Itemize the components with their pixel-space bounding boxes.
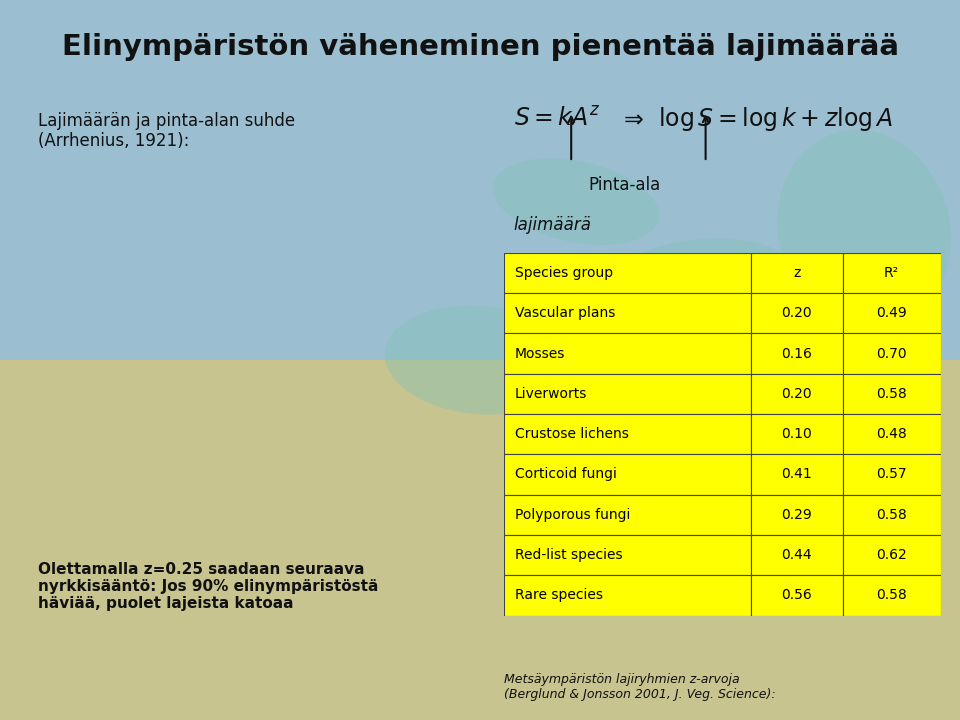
Point <box>388 223 403 235</box>
Text: lajimäärä: lajimäärä <box>514 216 591 234</box>
Bar <box>843 575 941 616</box>
Text: 0.41: 0.41 <box>781 467 812 482</box>
Bar <box>843 454 941 495</box>
Bar <box>751 253 843 293</box>
Bar <box>843 333 941 374</box>
Bar <box>843 495 941 535</box>
Text: 0.20: 0.20 <box>781 387 812 401</box>
Bar <box>504 333 751 374</box>
Text: Olettamalla z=0.25 saadaan seuraava
nyrkkisääntö: Jos 90% elinympäristöstä
häviä: Olettamalla z=0.25 saadaan seuraava nyrk… <box>38 562 379 611</box>
Text: 0.20: 0.20 <box>781 306 812 320</box>
Text: Red-list species: Red-list species <box>515 548 622 562</box>
Text: z: z <box>793 266 801 280</box>
Point <box>224 281 239 292</box>
Bar <box>843 253 941 293</box>
Point <box>204 326 219 338</box>
Point <box>274 258 289 269</box>
Text: $\log S = \log k + z\log A$: $\log S = \log k + z\log A$ <box>658 105 893 132</box>
Y-axis label: Log S: Log S <box>19 305 37 354</box>
Bar <box>843 535 941 575</box>
Text: Metsäympäristön lajiryhmien z-arvoja
(Berglund & Jonsson 2001, J. Veg. Science):: Metsäympäristön lajiryhmien z-arvoja (Be… <box>504 673 776 701</box>
Point <box>422 189 438 200</box>
Text: 0.48: 0.48 <box>876 427 907 441</box>
Text: $\Rightarrow$: $\Rightarrow$ <box>619 107 644 131</box>
Bar <box>0 360 960 720</box>
Bar <box>843 414 941 454</box>
Text: R²: R² <box>884 266 900 280</box>
Text: 0.10: 0.10 <box>781 427 812 441</box>
Text: 0.29: 0.29 <box>781 508 812 522</box>
Text: Pinta-ala: Pinta-ala <box>588 176 660 194</box>
Point <box>114 338 130 349</box>
Point <box>319 258 334 269</box>
Text: Polyporous fungi: Polyporous fungi <box>515 508 631 522</box>
Point <box>413 235 428 246</box>
X-axis label: Log A: Log A <box>246 523 297 541</box>
Point <box>89 430 105 441</box>
Bar <box>751 293 843 333</box>
Point <box>74 464 89 476</box>
Point <box>99 372 114 384</box>
Text: Liverworts: Liverworts <box>515 387 588 401</box>
Point <box>214 304 229 315</box>
Point <box>278 264 294 275</box>
Point <box>219 292 234 304</box>
Text: Crustose lichens: Crustose lichens <box>515 427 629 441</box>
Text: 0.44: 0.44 <box>781 548 812 562</box>
Ellipse shape <box>492 158 660 245</box>
Text: Species group: Species group <box>515 266 613 280</box>
Bar <box>751 495 843 535</box>
Point <box>164 326 180 338</box>
Bar <box>504 495 751 535</box>
Text: 0.16: 0.16 <box>781 346 812 361</box>
Text: kulmakerroin   z ≈ 0.25: kulmakerroin z ≈ 0.25 <box>152 174 314 188</box>
Bar <box>504 575 751 616</box>
Bar <box>504 535 751 575</box>
Text: Rare species: Rare species <box>515 588 603 603</box>
Point <box>263 264 278 275</box>
Bar <box>751 535 843 575</box>
Bar <box>751 454 843 495</box>
Bar <box>0 0 960 360</box>
Text: Corticoid fungi: Corticoid fungi <box>515 467 616 482</box>
Bar <box>751 374 843 414</box>
Point <box>80 418 95 430</box>
Point <box>228 304 244 315</box>
Text: Elinympäristön väheneminen pienentää lajimäärää: Elinympäristön väheneminen pienentää laj… <box>61 33 899 60</box>
Text: Vascular plans: Vascular plans <box>515 306 615 320</box>
Text: 0.70: 0.70 <box>876 346 907 361</box>
Point <box>313 246 328 258</box>
Ellipse shape <box>588 238 795 338</box>
Text: 0.57: 0.57 <box>876 467 907 482</box>
Ellipse shape <box>778 130 950 331</box>
Text: $S = kA^z$: $S = kA^z$ <box>514 107 600 131</box>
Point <box>239 281 254 292</box>
Text: Mosses: Mosses <box>515 346 565 361</box>
Ellipse shape <box>385 305 575 415</box>
Text: 0.58: 0.58 <box>876 387 907 401</box>
Bar <box>504 253 751 293</box>
Text: 0.56: 0.56 <box>781 588 812 603</box>
Bar <box>751 333 843 374</box>
Bar <box>504 454 751 495</box>
Ellipse shape <box>635 409 901 527</box>
Bar <box>504 374 751 414</box>
Text: 0.49: 0.49 <box>876 306 907 320</box>
Point <box>119 372 134 384</box>
Bar <box>843 374 941 414</box>
Text: Lajimäärän ja pinta-alan suhde
(Arrhenius, 1921):: Lajimäärän ja pinta-alan suhde (Arrheniu… <box>38 112 296 150</box>
Bar <box>751 575 843 616</box>
Text: 0.58: 0.58 <box>876 588 907 603</box>
Bar <box>843 293 941 333</box>
Bar <box>751 414 843 454</box>
Text: 0.62: 0.62 <box>876 548 907 562</box>
Text: 0.58: 0.58 <box>876 508 907 522</box>
Bar <box>504 414 751 454</box>
Bar <box>504 293 751 333</box>
